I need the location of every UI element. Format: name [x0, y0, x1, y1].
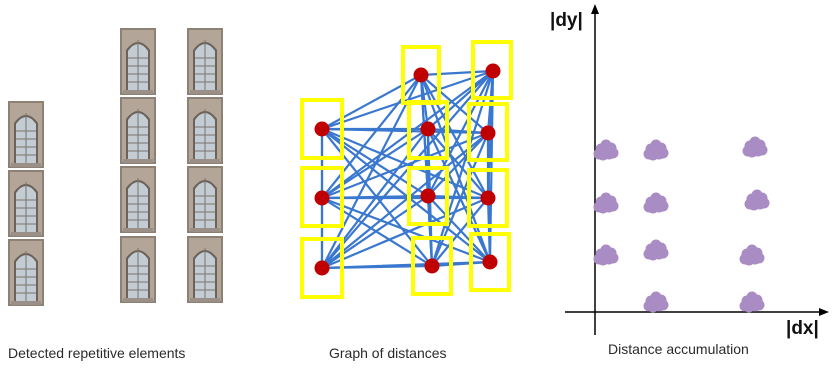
caption-detected-elements: Detected repetitive elements — [8, 345, 186, 361]
window-element — [7, 238, 45, 307]
graph-node — [314, 260, 330, 276]
graph-edge — [419, 73, 490, 200]
distance-clusters — [593, 136, 770, 313]
window-element — [7, 169, 45, 238]
element-box — [467, 168, 509, 228]
window-element — [186, 96, 224, 165]
graph-edge — [430, 260, 492, 268]
graph-node — [314, 190, 330, 206]
element-boxes — [300, 40, 513, 299]
element-box — [300, 98, 344, 160]
window-element — [186, 235, 224, 304]
graph-node — [480, 190, 496, 206]
graph-node — [480, 125, 496, 141]
element-box — [300, 166, 344, 228]
graph-edge — [430, 196, 490, 268]
graph-edge — [320, 131, 490, 270]
graph-edge — [320, 127, 490, 200]
distance-cluster — [643, 291, 669, 313]
graph-of-distances-panel — [300, 40, 513, 299]
distance-cluster — [739, 244, 765, 266]
graph-edge — [320, 131, 490, 200]
distance-cluster — [742, 136, 768, 158]
graph-node — [482, 254, 498, 270]
y-axis-arrow-icon — [591, 4, 599, 14]
distance-cluster — [593, 139, 619, 161]
graph-nodes — [314, 63, 501, 276]
element-box — [467, 102, 509, 162]
graph-node — [413, 67, 429, 83]
graph-edge — [320, 196, 490, 270]
window-element — [119, 27, 157, 96]
distance-cluster — [739, 291, 765, 313]
element-box — [407, 100, 449, 160]
element-box — [469, 232, 511, 292]
window-element — [7, 100, 45, 169]
element-box — [300, 237, 344, 299]
window-element — [186, 165, 224, 234]
graph-edge — [419, 69, 495, 77]
detected-elements-panel — [7, 27, 224, 307]
graph-edge — [320, 196, 492, 264]
window-element — [119, 235, 157, 304]
distance-cluster — [643, 192, 669, 214]
element-box — [411, 236, 453, 296]
graph-node — [314, 121, 330, 137]
graph-node — [420, 121, 436, 137]
graph-edge — [426, 194, 490, 200]
distance-plot — [565, 4, 829, 335]
x-axis-arrow-icon — [819, 308, 829, 316]
graph-edge — [426, 127, 490, 135]
element-box — [407, 166, 449, 226]
distance-cluster — [643, 139, 669, 161]
graph-edge — [320, 73, 423, 270]
caption-graph-of-distances: Graph of distances — [329, 345, 447, 361]
graph-edge — [426, 131, 490, 198]
window-element — [186, 27, 224, 96]
graph-node — [485, 63, 501, 79]
graph-edge — [426, 194, 434, 268]
caption-distance-accumulation: Distance accumulation — [608, 341, 749, 357]
window-element — [119, 96, 157, 165]
graph-edge — [426, 69, 495, 198]
graph-edge — [486, 196, 492, 264]
x-axis-label: |dx| — [786, 318, 819, 339]
distance-cluster — [643, 239, 669, 261]
graph-edge — [426, 127, 492, 264]
graph-edge — [426, 194, 492, 264]
distance-cluster — [593, 244, 619, 266]
y-axis-label: |dy| — [550, 10, 583, 31]
distance-cluster — [744, 189, 770, 211]
graph-edge — [426, 69, 495, 131]
graph-node — [424, 258, 440, 274]
graph-edge — [430, 131, 490, 268]
distance-cluster — [593, 192, 619, 214]
element-box — [471, 40, 513, 100]
window-element — [119, 165, 157, 234]
graph-node — [420, 188, 436, 204]
